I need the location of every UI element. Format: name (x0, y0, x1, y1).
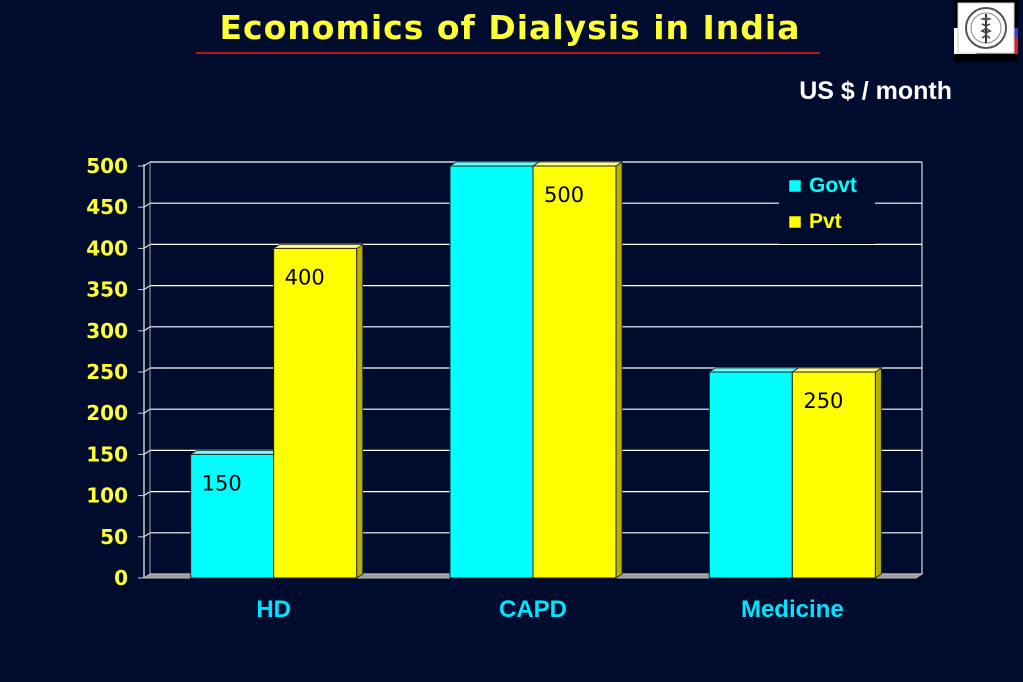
gridline-depth (143, 161, 151, 167)
caduceus-emblem-icon (954, 0, 1018, 62)
y-tick-label: 0 (114, 566, 128, 590)
data-label: 500 (544, 183, 584, 207)
bar-top-pvt (791, 367, 883, 373)
y-tick-label: 100 (86, 484, 128, 508)
bar-hd-pvt (273, 247, 358, 579)
y-tick-label: 150 (86, 442, 128, 466)
gridline-depth (143, 532, 151, 538)
gridline-depth (143, 243, 151, 249)
unit-label: US $ / month (799, 77, 952, 105)
bar-capd-govt (449, 165, 534, 579)
slide-title: Economics of Dialysis in India (219, 8, 801, 47)
bar-medicine-pvt (791, 371, 876, 579)
y-tick-label: 400 (86, 236, 128, 260)
y-tick-label: 200 (86, 401, 128, 425)
data-label: 150 (202, 471, 242, 495)
y-tick-label: 250 (86, 360, 128, 384)
gridline-depth (143, 367, 151, 373)
y-tick-label: 50 (100, 525, 128, 549)
bar-top-govt (708, 367, 800, 373)
bar-top-govt (448, 161, 541, 167)
legend-swatch-pvt (788, 215, 802, 229)
gridline-depth (143, 326, 151, 332)
bar-hd-govt (190, 453, 275, 579)
gridline-depth (143, 449, 151, 455)
x-category-label: CAPD (499, 596, 567, 623)
data-label: 250 (803, 389, 843, 413)
bar-capd-pvt (532, 165, 617, 579)
data-label: 400 (285, 265, 325, 289)
bar-top-govt (189, 449, 281, 455)
title-underline (196, 52, 820, 54)
bar-side-pvt (356, 243, 364, 579)
gridline-depth (143, 408, 151, 414)
legend-label-govt: Govt (809, 174, 857, 197)
gridline-depth (143, 202, 151, 208)
y-tick-label: 350 (86, 278, 128, 302)
bar-medicine-govt (708, 371, 793, 579)
gridline-depth (143, 491, 151, 497)
legend-label-pvt: Pvt (809, 210, 842, 233)
x-category-label: Medicine (741, 596, 844, 623)
bar-side-pvt (615, 161, 623, 579)
bar-side-pvt (874, 367, 882, 579)
bar-top-pvt (531, 161, 624, 167)
y-tick-label: 500 (86, 154, 128, 178)
legend-swatch-govt (788, 179, 802, 193)
y-tick-label: 300 (86, 319, 128, 343)
x-category-label: HD (256, 596, 291, 623)
gridline-depth (143, 285, 151, 291)
bar-top-pvt (272, 243, 364, 249)
y-tick-label: 450 (86, 195, 128, 219)
